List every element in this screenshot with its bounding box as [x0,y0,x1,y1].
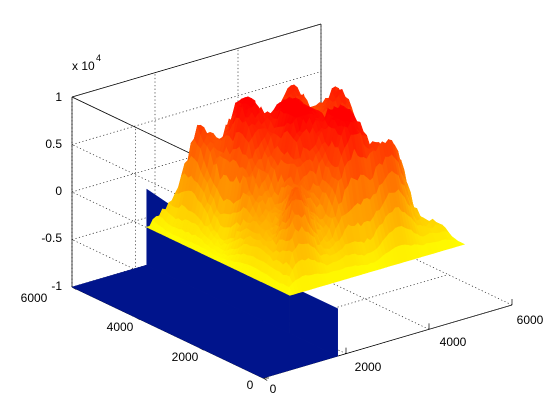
grid-line [71,71,322,145]
y-tick-label: 2000 [172,350,199,364]
y-tick-label: 6000 [21,291,48,305]
x-tick-label: 0 [270,382,277,396]
axis-line [71,23,322,98]
y-tick-label: 0 [247,378,254,392]
y-tick-label: 4000 [107,320,134,334]
x-tick-label: 4000 [440,335,467,349]
z-exponent-multiplier: x 10 [72,59,95,73]
z-tick-label: -1 [51,279,62,293]
surface-mesh [71,84,466,379]
axis-line [262,377,268,381]
z-tick-label: 0.5 [45,137,62,151]
z-tick-label: 0 [55,184,62,198]
surface-patch [457,241,466,246]
x-tick-label: 6000 [517,313,544,327]
z-tick-label: 1 [55,90,62,104]
z-tick-label: -0.5 [41,231,62,245]
z-exponent-power: 4 [96,53,101,63]
x-tick-label: 2000 [355,360,382,374]
